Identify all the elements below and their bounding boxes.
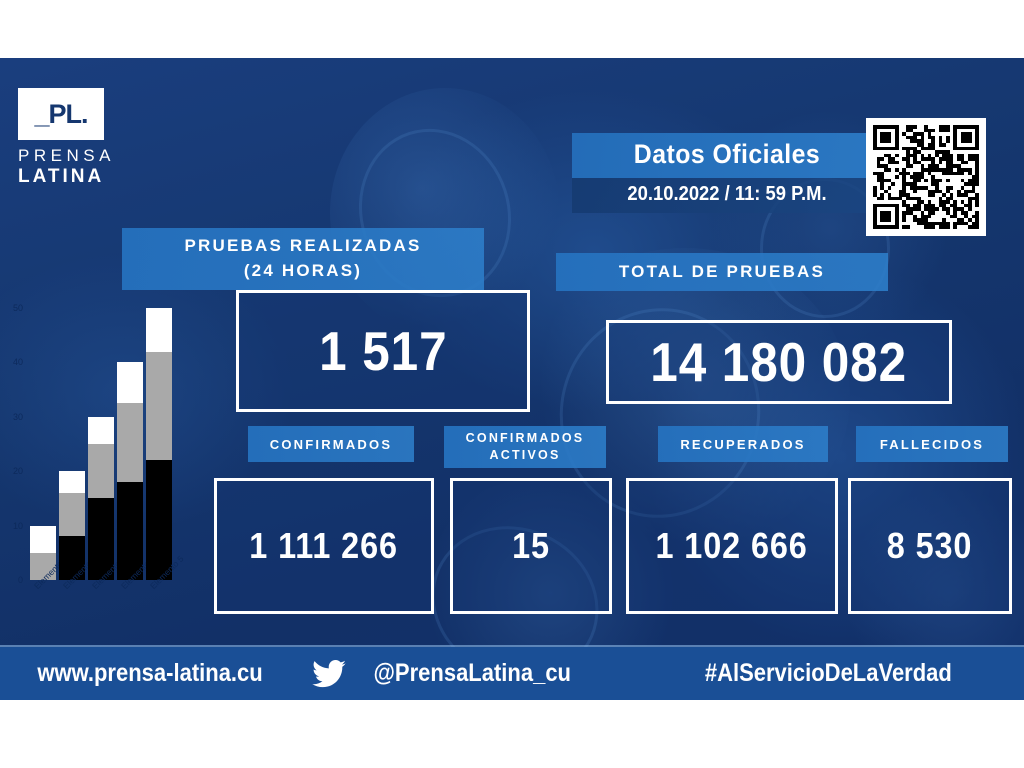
value-recovered: 1 102 666 [655, 525, 809, 566]
chart-bar-segment [58, 536, 85, 580]
chart-bar-segment [29, 552, 56, 580]
label-active: CONFIRMADOS ACTIVOS [444, 426, 606, 468]
chart-plot-area: 0 10 20 30 40 50 Elemento 1 Elemento 2 Elemento … [13, 303, 185, 591]
label-tests-24h-line2: (24 HORAS) [243, 261, 363, 280]
banner-datetime: 20.10.2022 / 11: 59 P.M. [627, 183, 827, 205]
chart-bar-segment [87, 498, 114, 580]
chart-bar-segment [145, 351, 172, 461]
label-recovered-text: RECUPERADOS [680, 436, 806, 452]
chart-y-tick: 40 [12, 357, 23, 368]
stacked-bar-chart: 0 10 20 30 40 50 Elemento 1 Elemento 2 Elemento … [0, 300, 200, 630]
value-tests-24h: 1 517 [318, 320, 448, 382]
label-tests-total-text: TOTAL DE PRUEBAS [618, 262, 826, 281]
chart-bar [29, 525, 56, 580]
value-active: 15 [512, 525, 550, 566]
label-tests-24h-line1: PRUEBAS REALIZADAS [184, 236, 422, 256]
chart-y-tick: 30 [12, 411, 23, 422]
logo-mark: _PL. [18, 88, 104, 140]
value-deaths: 8 530 [887, 525, 973, 566]
qr-code[interactable] [866, 118, 986, 236]
chart-y-tick: 20 [12, 466, 23, 477]
value-box-deaths: 8 530 [848, 478, 1012, 614]
value-box-confirmed: 1 111 266 [214, 478, 434, 614]
label-recovered: RECUPERADOS [658, 426, 828, 462]
label-tests-24h: PRUEBAS REALIZADAS (24 HORAS) [122, 228, 484, 290]
label-active-line1: CONFIRMADOS [465, 430, 585, 445]
value-box-recovered: 1 102 666 [626, 478, 838, 614]
chart-y-tick: 50 [12, 303, 23, 313]
chart-y-tick: 0 [17, 575, 23, 585]
chart-bar-segment [87, 444, 114, 499]
label-confirmed-text: CONFIRMADOS [269, 436, 393, 452]
label-deaths: FALLECIDOS [856, 426, 1008, 462]
footer-bar: www.prensa-latina.cu @PrensaLatina_cu #A… [0, 647, 1024, 700]
footer-hashtag[interactable]: #AlServicioDeLaVerdad [704, 659, 952, 687]
banner-title-band: Datos Oficiales [572, 133, 882, 178]
footer-twitter-handle[interactable]: @PrensaLatina_cu [373, 659, 572, 687]
chart-bar-segment [29, 525, 56, 553]
twitter-bird-icon [312, 659, 346, 688]
chart-bar-segment [145, 308, 172, 352]
chart-bar [116, 362, 143, 580]
value-tests-total: 14 180 082 [650, 331, 908, 393]
value-box-tests-24h: 1 517 [236, 290, 530, 412]
chart-bar-segment [145, 460, 172, 580]
chart-bar-segment [116, 482, 143, 580]
banner-title: Datos Oficiales [633, 139, 821, 169]
chart-bar [145, 308, 172, 580]
value-box-tests-total: 14 180 082 [606, 320, 952, 404]
label-tests-total: TOTAL DE PRUEBAS [556, 253, 888, 291]
logo-text-latina: LATINA [18, 166, 105, 187]
prensa-latina-logo: _PL. PRENSA LATINA [18, 88, 118, 188]
chart-bar [87, 416, 114, 580]
chart-y-tick: 10 [12, 520, 23, 531]
label-active-line2: ACTIVOS [489, 448, 561, 462]
chart-bar [58, 471, 85, 580]
official-data-banner: Datos Oficiales 20.10.2022 / 11: 59 P.M. [572, 133, 882, 213]
chart-bar-segment [58, 492, 85, 537]
footer-website[interactable]: www.prensa-latina.cu [37, 659, 263, 687]
logo-text-prensa: PRENSA [18, 146, 115, 165]
chart-bar-segment [58, 471, 85, 493]
chart-bar-segment [116, 362, 143, 404]
footer-divider [0, 645, 1024, 647]
value-confirmed: 1 111 266 [249, 525, 399, 566]
chart-bar-segment [116, 403, 143, 483]
banner-date-band: 20.10.2022 / 11: 59 P.M. [572, 178, 882, 213]
qr-code-grid [873, 125, 979, 229]
label-confirmed: CONFIRMADOS [248, 426, 414, 462]
chart-bar-segment [87, 416, 114, 445]
value-box-active: 15 [450, 478, 612, 614]
label-deaths-text: FALLECIDOS [879, 436, 985, 452]
